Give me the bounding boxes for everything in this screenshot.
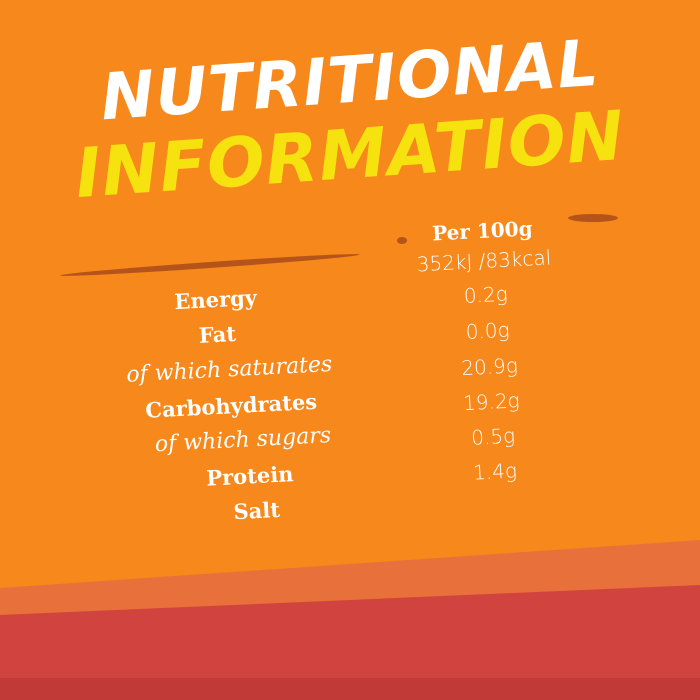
label-energy: Energy [173, 284, 258, 315]
nutrition-table: Per 100g 352kJ /83kcal 0.2g 0.0g 20.9g 1… [52, 205, 647, 545]
label-protein: Protein [205, 461, 295, 491]
label-sugars: of which sugars [154, 423, 332, 458]
value-fat: 0.2g [463, 281, 509, 308]
value-carbohydrates: 20.9g [460, 353, 519, 381]
label-carbohydrates: Carbohydrates [144, 388, 318, 423]
label-saturates: of which saturates [125, 351, 333, 388]
label-salt: Salt [232, 496, 281, 525]
value-salt: 1.4g [472, 458, 518, 485]
value-energy: 352kJ /83kcal [416, 245, 552, 277]
bottom-band-dark [0, 678, 700, 700]
value-protein: 0.5g [470, 423, 516, 450]
brush-dot [397, 237, 407, 244]
value-saturates: 0.0g [465, 317, 511, 344]
value-sugars: 19.2g [462, 388, 521, 416]
brush-smear-right [568, 214, 618, 222]
column-header: Per 100g [431, 216, 534, 246]
label-fat: Fat [198, 320, 237, 348]
